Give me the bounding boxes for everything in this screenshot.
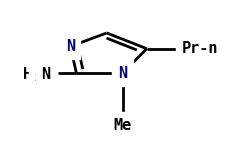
- Text: Me: Me: [113, 118, 132, 133]
- Text: N: N: [66, 39, 75, 54]
- Text: N: N: [118, 66, 127, 81]
- Text: 2: 2: [34, 73, 41, 83]
- Text: Pr-n: Pr-n: [182, 41, 218, 56]
- Text: H: H: [23, 67, 32, 82]
- Text: N: N: [41, 67, 50, 82]
